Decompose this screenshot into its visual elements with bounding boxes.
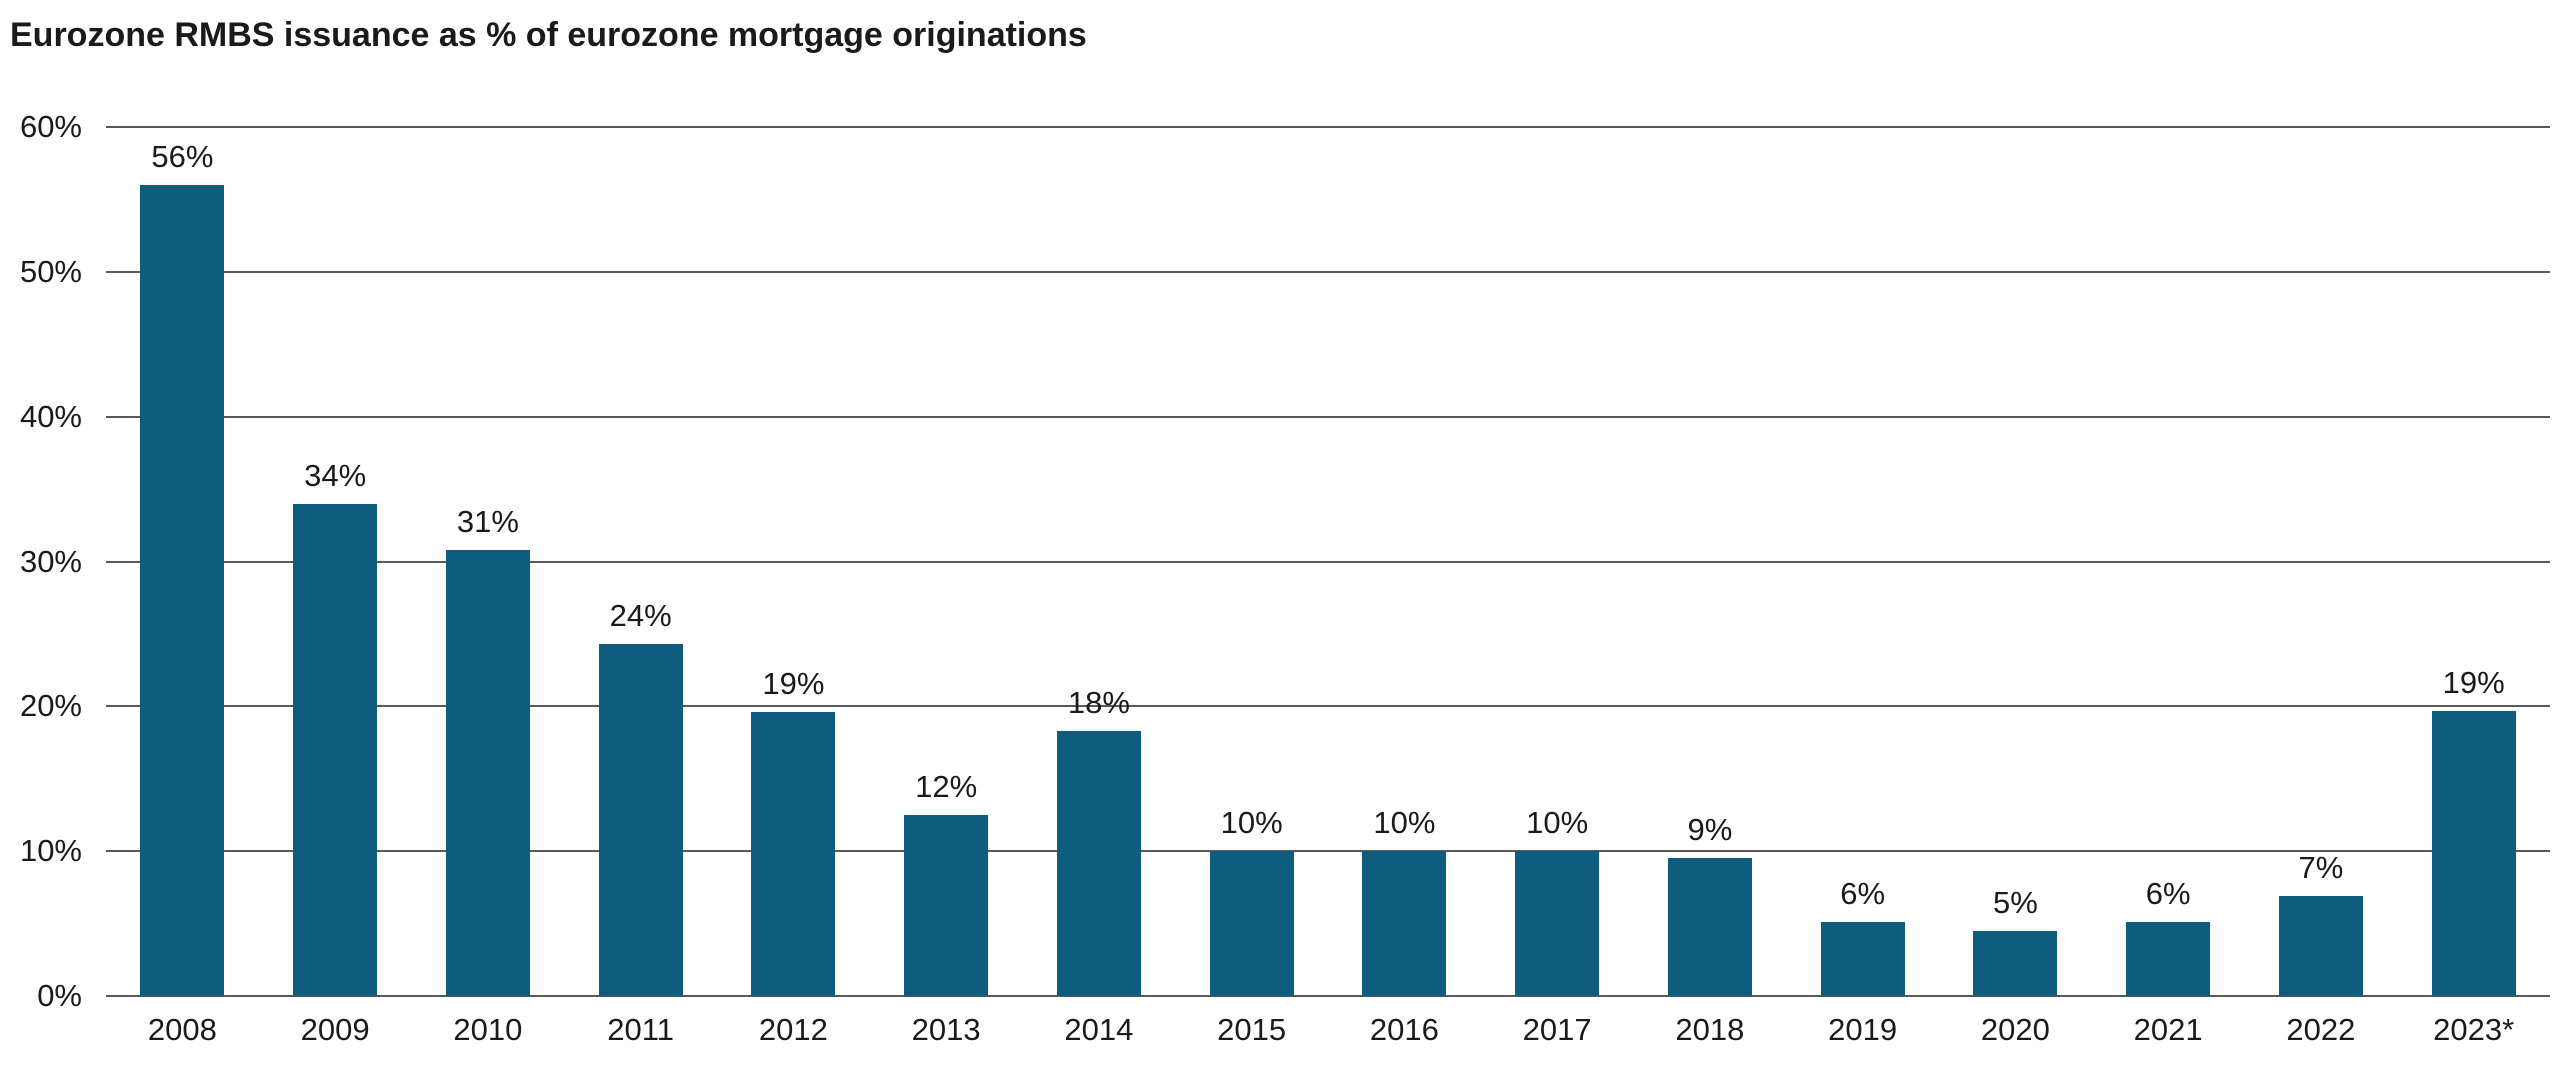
y-tick-label-10%: 10% [19, 833, 82, 869]
x-tick-label-2023*: 2023* [2433, 1012, 2515, 1047]
x-tick-label-2015: 2015 [1217, 1012, 1287, 1047]
bar-2008 [140, 184, 225, 996]
x-tick-label-2022: 2022 [2286, 1012, 2356, 1047]
gridline-30% [106, 560, 2550, 563]
bar-2022 [2278, 896, 2363, 996]
bar-2012 [751, 712, 836, 996]
y-tick-label-0%: 0% [37, 978, 82, 1013]
bar-value-label-2020: 5% [1992, 884, 2038, 920]
gridline-0% [106, 995, 2550, 997]
y-tick-label-30%: 30% [19, 543, 82, 579]
x-axis: 2008 2009 2010 2011 2012 2013 2014 2015 2016 2017… [106, 1002, 2550, 1058]
bar-value-label-2018: 9% [1687, 812, 1733, 848]
gridline-60% [106, 126, 2550, 128]
bar-value-label-2017: 10% [1526, 805, 1589, 841]
bar-2009 [293, 503, 378, 996]
y-axis: 0% 10% 20% 30% 40% 50% 60% [0, 109, 92, 1013]
bar-value-label-2015: 10% [1220, 805, 1283, 841]
x-tick-label-2011: 2011 [607, 1012, 674, 1047]
bar-2023* [2431, 710, 2516, 996]
bar-2019 [1820, 922, 1905, 996]
bar-value-label-2013: 12% [915, 768, 978, 804]
x-tick-label-2016: 2016 [1369, 1012, 1439, 1047]
bar-2017 [1515, 851, 1600, 996]
bar-2021 [2126, 922, 2211, 996]
x-tick-label-2014: 2014 [1064, 1012, 1134, 1047]
y-tick-label-20%: 20% [19, 688, 82, 724]
bar-2010 [445, 549, 530, 996]
bar-value-label-2019: 6% [1840, 876, 1886, 912]
gridline-40% [106, 415, 2550, 418]
bar-value-label-2014: 18% [1067, 684, 1130, 720]
gridline-20% [106, 705, 2550, 708]
x-tick-label-2012: 2012 [758, 1012, 828, 1047]
x-tick-label-2009: 2009 [300, 1012, 370, 1047]
x-tick-label-2018: 2018 [1675, 1012, 1745, 1047]
y-tick-label-50%: 50% [19, 253, 82, 289]
bar-2013 [904, 814, 989, 996]
x-tick-label-2019: 2019 [1828, 1012, 1898, 1047]
bar-2018 [1667, 858, 1752, 996]
bar-value-label-2023*: 19% [2442, 664, 2505, 700]
x-tick-label-2008: 2008 [147, 1012, 217, 1047]
bar-2016 [1362, 851, 1447, 996]
x-tick-label-2021: 2021 [2133, 1012, 2203, 1047]
plot-area: 56% 34% 31% 24% 19% 12% 18% 10% 10% 10% 9% 6% 5% 6% 7%… [106, 126, 2550, 997]
chart-title: Eurozone RMBS issuance as % of eurozone … [10, 16, 1087, 54]
bar-2011 [598, 644, 683, 996]
x-tick-label-2017: 2017 [1522, 1012, 1592, 1047]
bar-2015 [1209, 851, 1294, 996]
y-tick-label-40%: 40% [19, 398, 82, 434]
bar-value-label-2009: 34% [304, 457, 367, 493]
bar-value-label-2022: 7% [2298, 850, 2344, 886]
x-tick-label-2020: 2020 [1980, 1012, 2050, 1047]
x-tick-label-2010: 2010 [453, 1012, 523, 1047]
bar-value-label-2008: 56% [151, 138, 214, 174]
y-tick-label-60%: 60% [19, 109, 82, 144]
bar-2014 [1056, 730, 1141, 996]
bar-value-label-2010: 31% [456, 503, 519, 539]
x-tick-label-2013: 2013 [911, 1012, 981, 1047]
bar-value-label-2012: 19% [762, 666, 825, 702]
bar-value-label-2016: 10% [1373, 805, 1436, 841]
gridline-50% [106, 270, 2550, 273]
bar-2020 [1973, 930, 2058, 996]
gridline-10% [106, 850, 2550, 853]
bar-value-label-2011: 24% [609, 598, 672, 634]
bar-value-label-2021: 6% [2145, 876, 2191, 912]
